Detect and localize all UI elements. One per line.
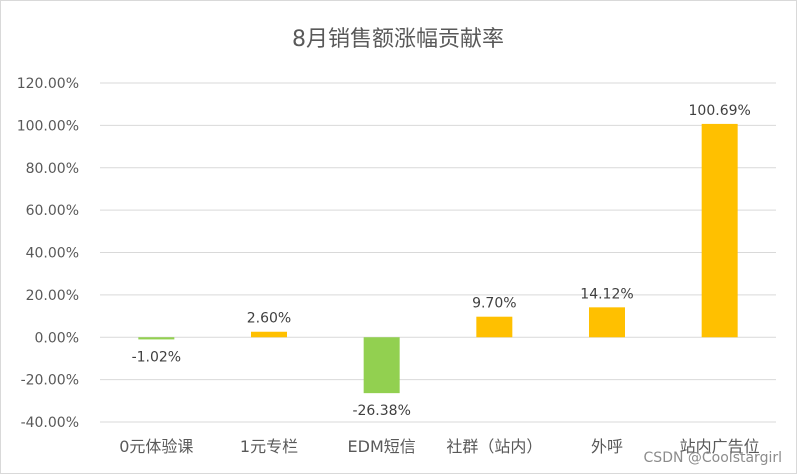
y-axis-ticks: 120.00% 100.00% 80.00% 60.00% 40.00% 20.00% 0.… <box>17 76 79 431</box>
x-category-label: EDM短信 <box>348 437 416 456</box>
bar <box>363 337 400 394</box>
bar <box>589 307 625 338</box>
y-tick-label: -20.00% <box>21 373 79 389</box>
y-tick-label: 0.00% <box>35 330 79 346</box>
y-tick-label: 60.00% <box>26 203 79 219</box>
data-label: 14.12% <box>580 286 633 302</box>
x-category-label: 外呼 <box>591 437 623 456</box>
y-tick-label: 20.00% <box>26 288 79 304</box>
bar <box>251 331 287 338</box>
y-tick-label: 40.00% <box>26 246 79 262</box>
x-category-label: 社群（站内） <box>446 437 542 456</box>
y-tick-label: 100.00% <box>17 118 79 134</box>
bars <box>138 123 738 394</box>
data-label: 2.60% <box>247 311 291 327</box>
data-label: -26.38% <box>352 403 410 419</box>
x-category-label: 站内广告位 <box>680 437 760 456</box>
bar <box>476 316 513 338</box>
bar <box>701 123 738 338</box>
x-axis-categories: 0元体验课 1元专栏 EDM短信 社群（站内） 外呼 站内广告位 <box>119 437 759 456</box>
grid-layer <box>100 82 776 423</box>
data-labels: -1.02% 2.60% -26.38% 9.70% 14.12% 100.69% <box>132 103 751 419</box>
bar <box>138 337 175 340</box>
y-tick-label: -40.00% <box>21 415 79 431</box>
x-category-label: 0元体验课 <box>119 437 193 456</box>
data-label: 100.69% <box>689 103 751 119</box>
data-label: 9.70% <box>472 296 516 312</box>
data-label: -1.02% <box>132 349 182 365</box>
watermark: CSDN @Coolstargirl <box>644 450 782 466</box>
y-tick-label: 80.00% <box>26 161 79 177</box>
y-tick-label: 120.00% <box>17 76 79 92</box>
chart-title: 8月销售额涨幅贡献率 <box>292 27 504 52</box>
x-category-label: 1元专栏 <box>240 437 298 456</box>
